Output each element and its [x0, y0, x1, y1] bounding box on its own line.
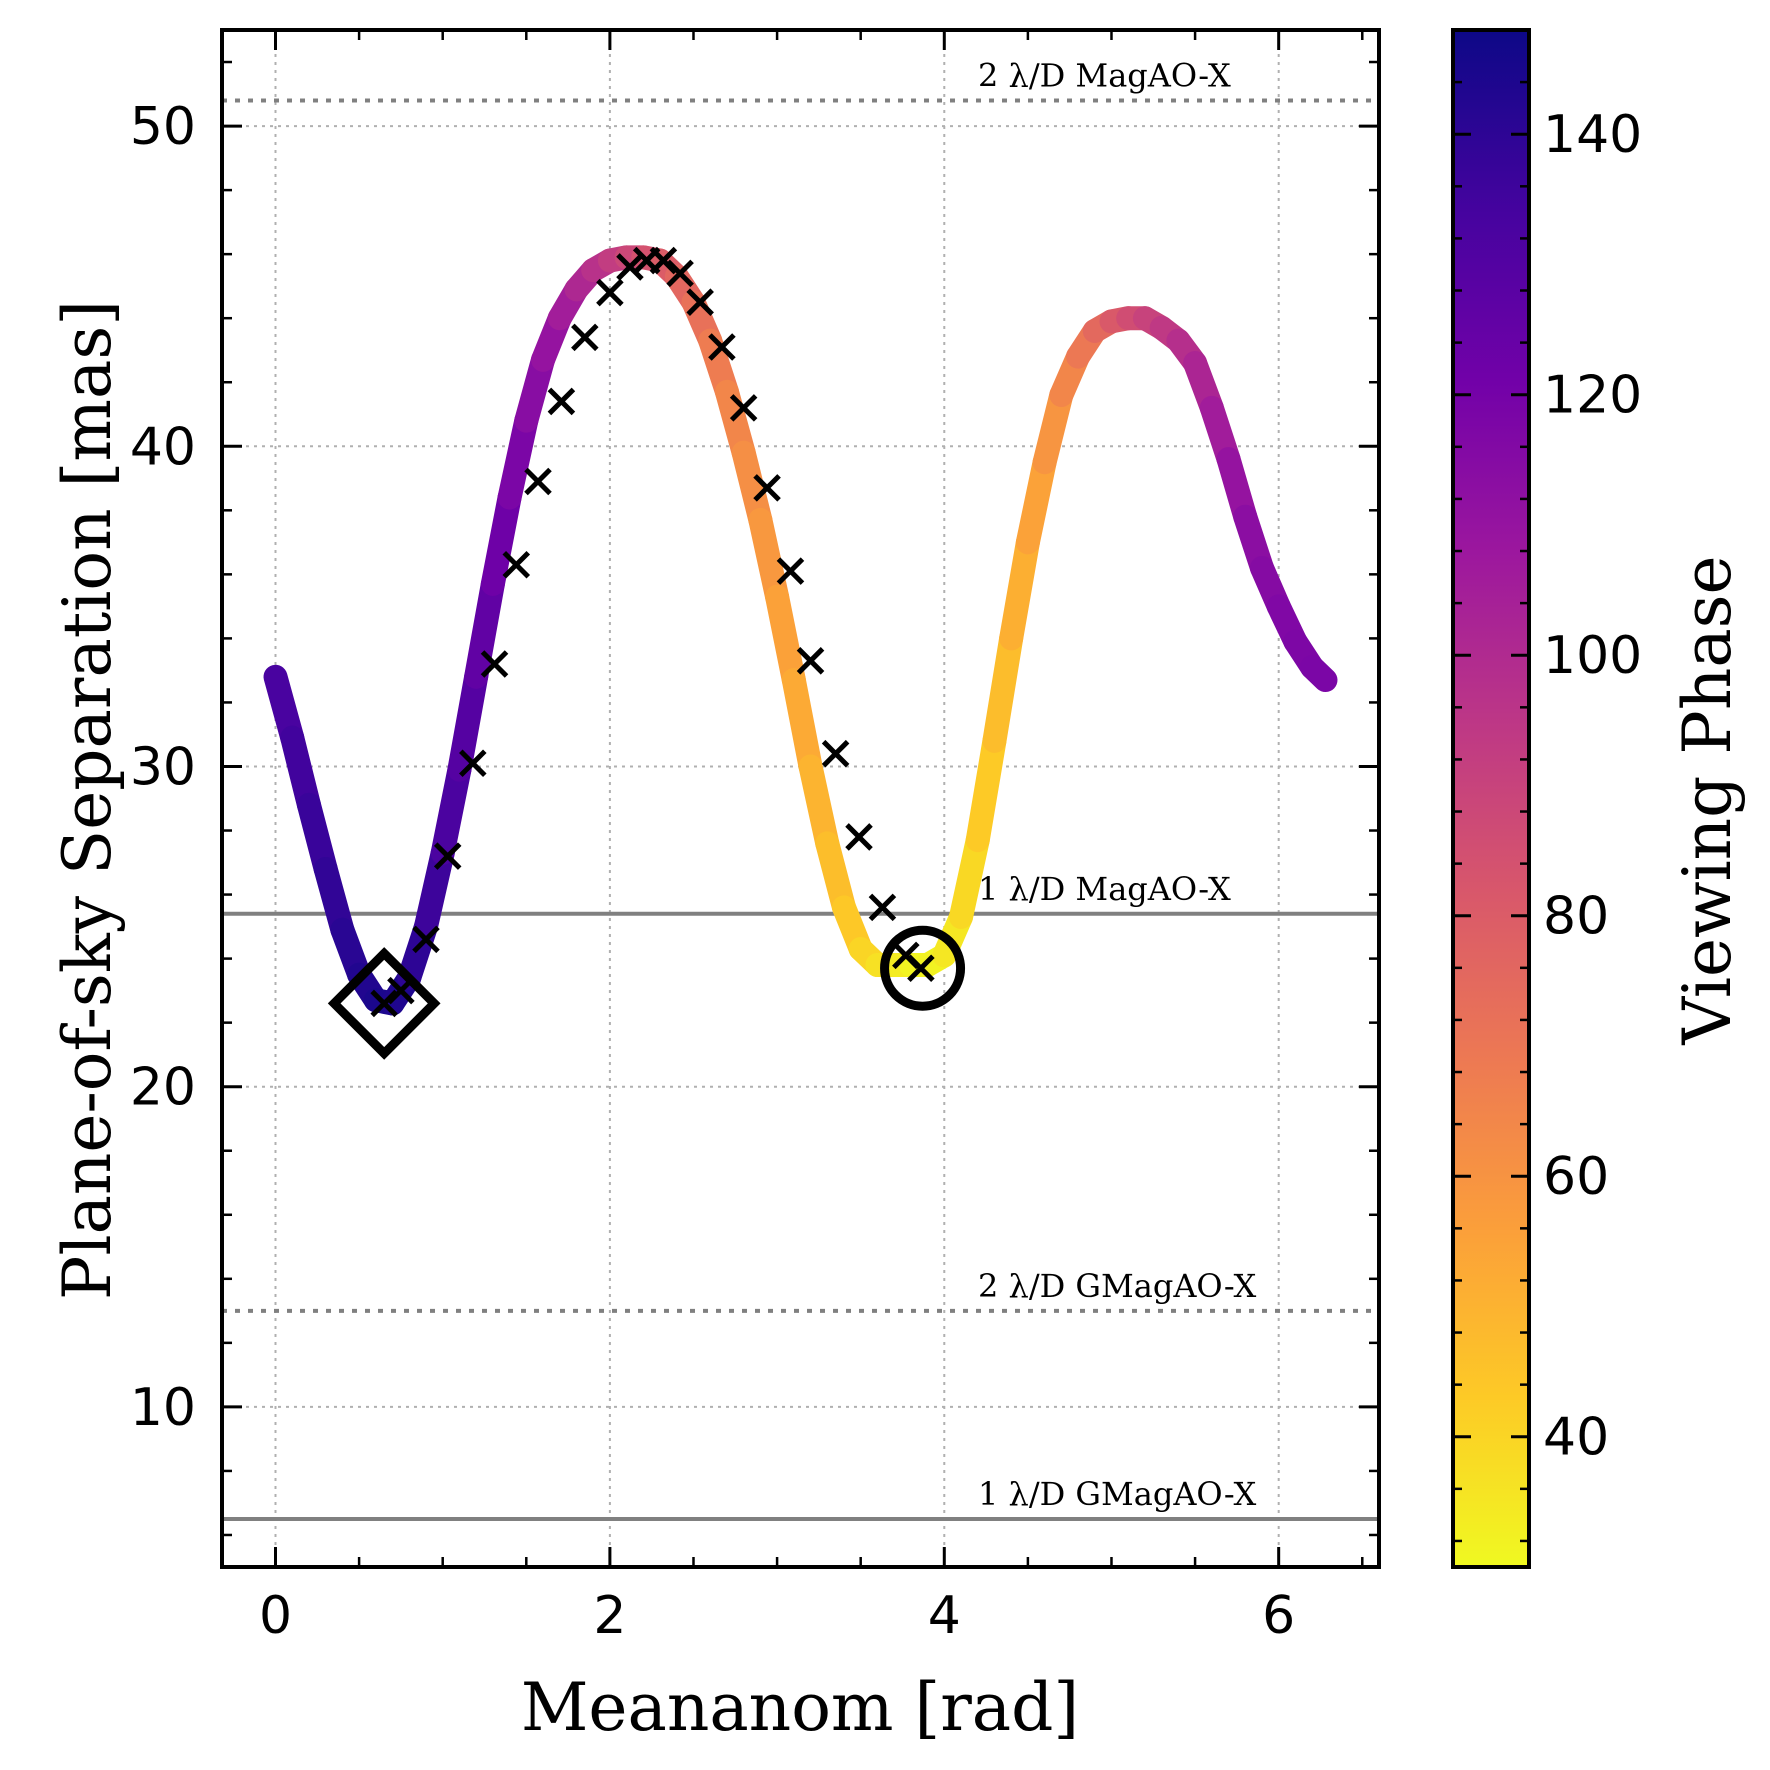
diamond-marker — [327, 947, 441, 1060]
y-tick-label: 20 — [130, 1058, 196, 1118]
y-axis-ticks: 10 20 30 40 50 — [130, 60, 1379, 1537]
x-marker — [796, 647, 825, 675]
x-marker — [502, 550, 531, 579]
x-marker — [571, 323, 599, 352]
highlight-markers — [327, 925, 966, 1060]
x-marker — [868, 893, 897, 922]
x-marker — [412, 925, 440, 954]
x-marker — [459, 749, 487, 778]
data-curve — [263, 245, 1338, 1016]
gridlines — [222, 30, 1379, 1567]
colorbar-tick-label: 40 — [1543, 1408, 1609, 1468]
x-axis-label: Meananom [rad] — [521, 1669, 1079, 1746]
curve-segment — [480, 485, 522, 596]
curve-segment — [798, 754, 840, 856]
curve-segment — [430, 757, 472, 865]
x-marker — [729, 394, 758, 422]
y-axis-label: Plane-of-sky Separation [mas] — [49, 300, 126, 1300]
x-marker — [649, 246, 678, 275]
curve-segment — [949, 828, 990, 929]
colorbar-tick-label: 140 — [1543, 105, 1642, 165]
curve-segment — [781, 668, 823, 779]
colorbar-tick-label: 80 — [1543, 887, 1609, 947]
x-marker — [433, 842, 462, 870]
curve-segment — [965, 728, 1007, 853]
x-marker — [547, 387, 576, 416]
curve-segment — [464, 571, 505, 689]
curve-segment — [497, 408, 539, 510]
curve-segment — [765, 584, 806, 693]
data-markers — [370, 246, 935, 1018]
plot-frame — [220, 28, 1381, 1569]
colorbar-tick-label: 60 — [1543, 1147, 1609, 1207]
x-marker — [686, 288, 714, 316]
colorbar-ticks: 40 60 80 100 120 140 — [1453, 28, 1642, 1543]
reference-line-label: 2 λ/D GMagAO-X — [978, 1267, 1257, 1305]
colorbar — [1451, 28, 1531, 1569]
x-marker — [845, 823, 873, 851]
x-tick-label: 6 — [1262, 1586, 1295, 1646]
reference-lines: 2 λ/D MagAO-X 1 λ/D MagAO-X 2 λ/D GMagAO-X… — [222, 56, 1379, 1521]
y-tick-label: 30 — [130, 737, 196, 797]
y-tick-label: 40 — [130, 417, 196, 477]
x-marker — [821, 739, 850, 768]
circle-marker — [880, 925, 966, 1011]
x-tick-label: 2 — [593, 1586, 626, 1646]
x-marker — [480, 650, 509, 678]
x-marker — [907, 954, 935, 982]
curve-segment — [748, 507, 790, 609]
x-marker — [524, 467, 552, 496]
colorbar-tick-label: 120 — [1543, 366, 1642, 426]
colorbar-tick-label: 100 — [1543, 626, 1642, 686]
x-marker — [616, 253, 644, 281]
x-tick-label: 0 — [259, 1586, 292, 1646]
reference-line-label: 1 λ/D MagAO-X — [978, 870, 1231, 908]
x-marker — [776, 557, 805, 585]
reference-line-label: 1 λ/D GMagAO-X — [978, 1475, 1257, 1513]
x-axis-ticks: 0 2 4 6 — [259, 30, 1364, 1646]
curve-segment — [982, 626, 1024, 753]
y-tick-label: 50 — [130, 97, 196, 157]
x-marker — [666, 259, 694, 288]
y-tick-label: 10 — [130, 1378, 196, 1438]
colorbar-label: Viewing Phase — [1669, 555, 1746, 1045]
x-marker — [753, 474, 781, 502]
x-marker — [370, 989, 398, 1018]
x-marker — [596, 278, 624, 307]
curve-segment — [1300, 655, 1338, 693]
x-marker — [708, 333, 736, 361]
curve-segment — [1015, 450, 1057, 555]
curve-segment — [999, 530, 1040, 651]
reference-line-label: 2 λ/D MagAO-X — [978, 56, 1231, 94]
x-tick-label: 4 — [928, 1586, 961, 1646]
